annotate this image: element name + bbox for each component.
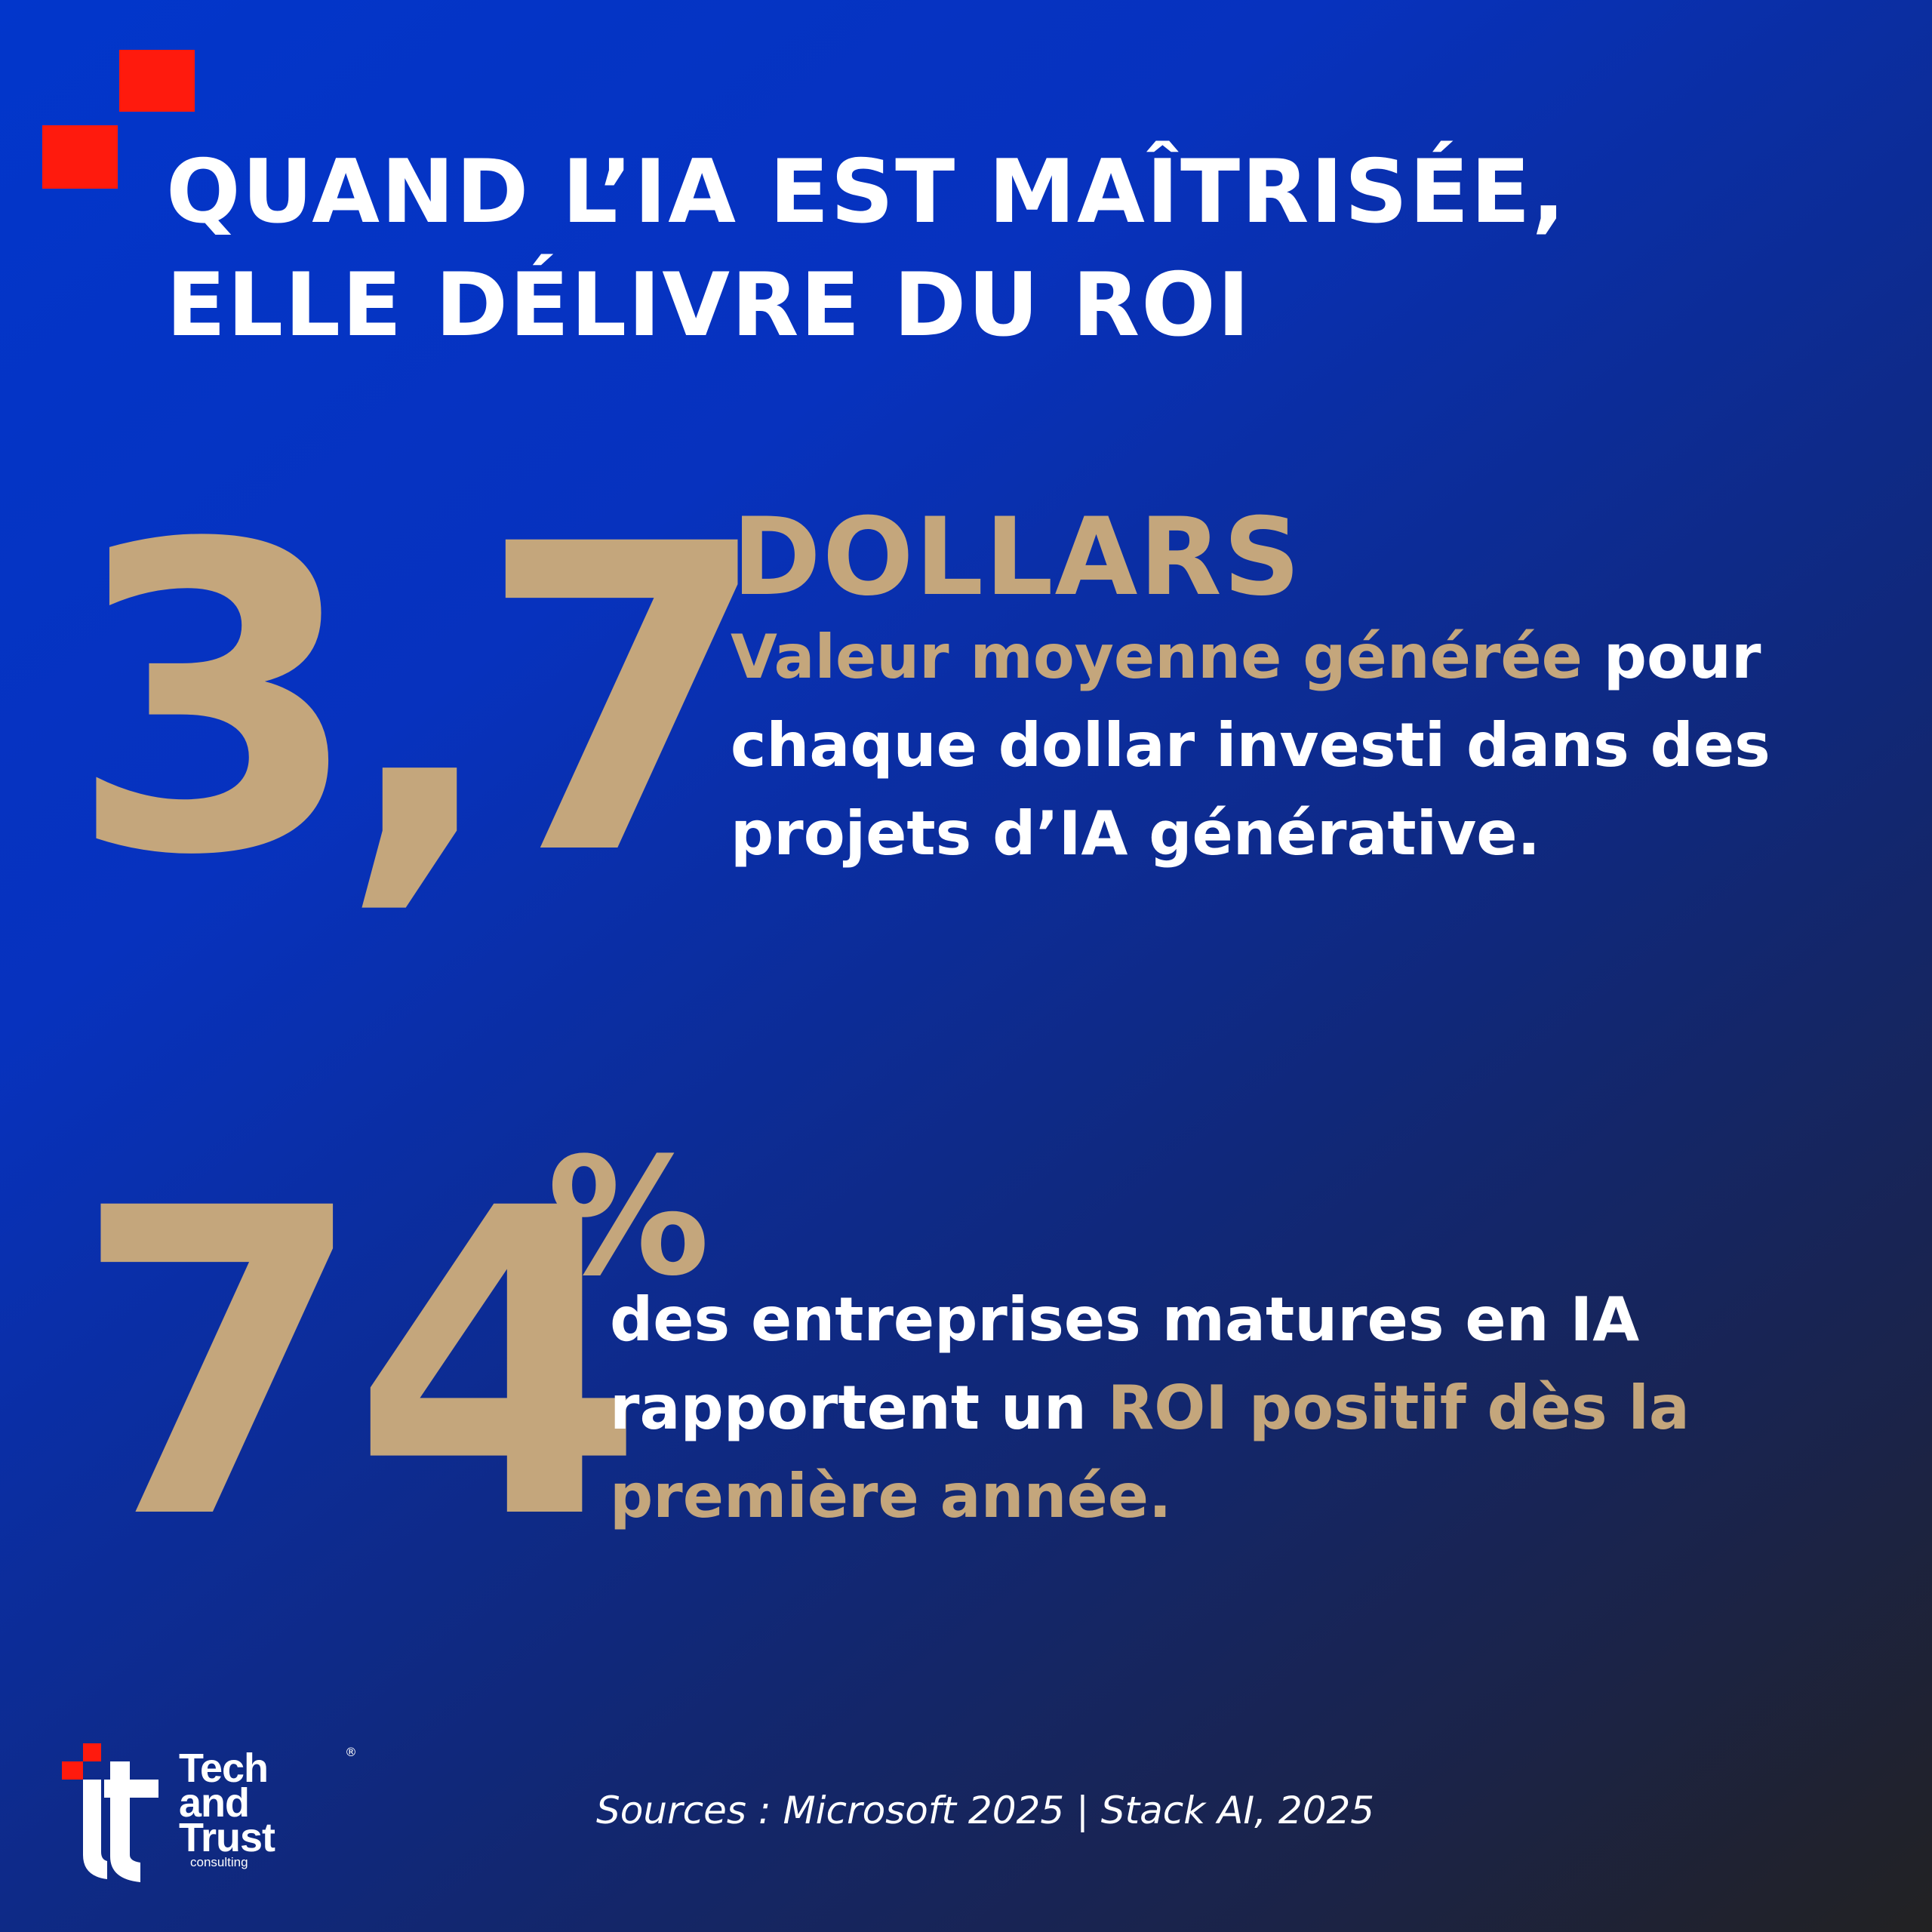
stat1-description: Valeur moyenne générée pour chaque dolla… <box>731 613 1847 878</box>
tt-logo-icon <box>62 1743 158 1882</box>
stat2-highlight: ROI positif dès la première année. <box>610 1373 1690 1531</box>
decor-red-square-top <box>119 50 195 112</box>
decor-red-square-bottom <box>42 125 118 189</box>
stat2-unit: % <box>547 1122 710 1312</box>
sources-text: Sources : Microsoft 2025 | Stack AI, 202… <box>596 1789 1375 1832</box>
stat2-value: 74 <box>72 1120 645 1612</box>
stat2-description: des entreprises matures en IA rapportent… <box>610 1275 1787 1540</box>
stat1-highlight: Valeur moyenne générée <box>731 622 1583 692</box>
registered-mark: ® <box>345 1745 357 1759</box>
company-logo: Tech and Trust consulting ® <box>62 1742 357 1885</box>
logo-line-trust: Trust <box>179 1815 275 1860</box>
logo-line-and: and <box>179 1780 250 1826</box>
stat2-text: des entreprises matures en IA rapportent… <box>610 1284 1640 1443</box>
logo-subtitle: consulting <box>190 1855 248 1869</box>
stat1-value: 3,7 <box>68 456 771 948</box>
stat1-unit: DOLLARS <box>732 495 1303 620</box>
page-title: QUAND L’IA EST MAÎTRISÉE, ELLE DÉLIVRE D… <box>166 141 1567 356</box>
logo-wordmark: Tech and Trust consulting <box>179 1748 275 1870</box>
stat1-text: pour chaque dollar investi dans des proj… <box>731 622 1770 869</box>
logo-line-tech: Tech <box>179 1746 269 1791</box>
